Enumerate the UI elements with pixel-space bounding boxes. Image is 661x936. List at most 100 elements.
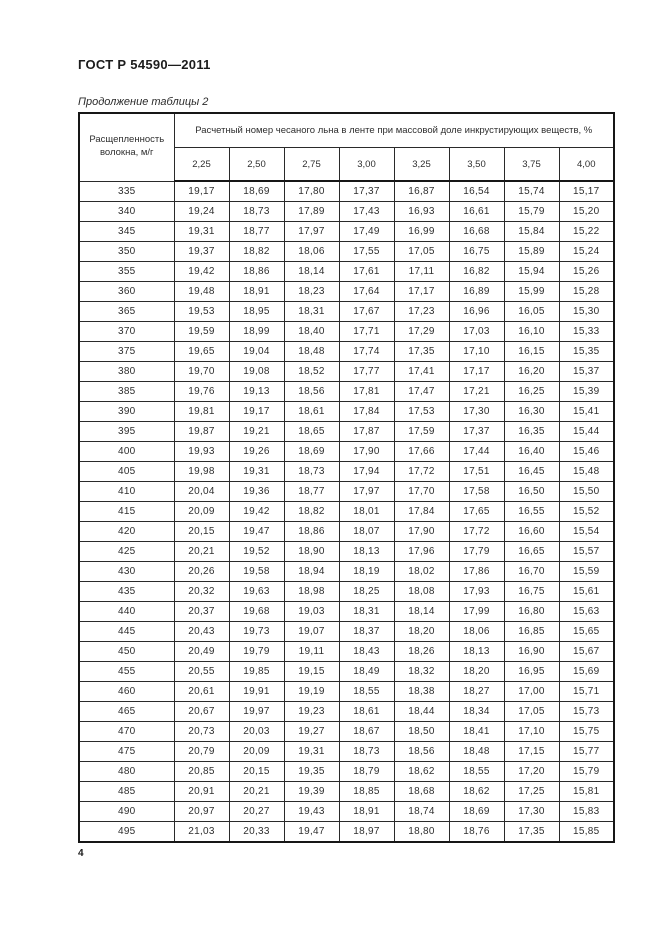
value-cell: 16,80 — [503, 601, 560, 622]
col-header: 4,00 — [558, 147, 615, 182]
value-cell: 17,37 — [448, 421, 505, 442]
value-cell: 18,73 — [283, 461, 340, 482]
value-cell: 15,89 — [503, 241, 560, 262]
value-cell: 20,73 — [173, 721, 230, 742]
value-cell: 19,31 — [283, 741, 340, 762]
row-label: 415 — [78, 501, 175, 522]
value-cell: 18,07 — [338, 521, 395, 542]
value-cell: 19,73 — [228, 621, 285, 642]
value-cell: 17,77 — [338, 361, 395, 382]
value-cell: 19,79 — [228, 641, 285, 662]
value-cell: 17,47 — [393, 381, 450, 402]
value-cell: 15,59 — [558, 561, 615, 582]
value-cell: 18,77 — [283, 481, 340, 502]
value-cell: 16,93 — [393, 201, 450, 222]
table-row: 450 20,49 19,79 19,11 18,43 18,26 18,13 16,90 15… — [78, 641, 615, 662]
value-cell: 15,63 — [558, 601, 615, 622]
value-cell: 20,32 — [173, 581, 230, 602]
value-cell: 18,99 — [228, 321, 285, 342]
table-row: 340 19,24 18,73 17,89 17,43 16,93 16,61 15,79 15… — [78, 201, 615, 222]
row-label: 480 — [78, 761, 175, 782]
value-cell: 18,08 — [393, 581, 450, 602]
value-cell: 17,21 — [448, 381, 505, 402]
value-cell: 20,09 — [228, 741, 285, 762]
value-cell: 17,03 — [448, 321, 505, 342]
value-cell: 19,53 — [173, 301, 230, 322]
value-cell: 18,44 — [393, 701, 450, 722]
row-label: 465 — [78, 701, 175, 722]
value-cell: 17,25 — [503, 781, 560, 802]
value-cell: 17,53 — [393, 401, 450, 422]
value-cell: 17,71 — [338, 321, 395, 342]
value-cell: 19,52 — [228, 541, 285, 562]
value-cell: 15,99 — [503, 281, 560, 302]
col-header: 3,50 — [448, 147, 505, 182]
value-cell: 19,04 — [228, 341, 285, 362]
value-cell: 17,05 — [503, 701, 560, 722]
value-cell: 18,23 — [283, 281, 340, 302]
table-row: 495 21,03 20,33 19,47 18,97 18,80 18,76 17,35 15… — [78, 821, 615, 843]
table-row: 460 20,61 19,91 19,19 18,55 18,38 18,27 17,00 15… — [78, 681, 615, 702]
value-cell: 16,30 — [503, 401, 560, 422]
value-cell: 15,61 — [558, 581, 615, 602]
doc-number: ГОСТ Р 54590—2011 — [78, 57, 211, 72]
value-cell: 17,72 — [393, 461, 450, 482]
row-label: 345 — [78, 221, 175, 242]
value-cell: 17,90 — [393, 521, 450, 542]
table-row: 385 19,76 19,13 18,56 17,81 17,47 17,21 16,25 15… — [78, 381, 615, 402]
value-cell: 17,84 — [393, 501, 450, 522]
value-cell: 19,42 — [228, 501, 285, 522]
table-row: 410 20,04 19,36 18,77 17,97 17,70 17,58 16,50 15… — [78, 481, 615, 502]
value-cell: 18,68 — [393, 781, 450, 802]
value-cell: 16,75 — [448, 241, 505, 262]
value-cell: 19,47 — [228, 521, 285, 542]
value-cell: 18,62 — [393, 761, 450, 782]
value-cell: 19,91 — [228, 681, 285, 702]
value-cell: 17,65 — [448, 501, 505, 522]
value-cell: 19,58 — [228, 561, 285, 582]
value-cell: 20,79 — [173, 741, 230, 762]
table-caption: Продолжение таблицы 2 — [78, 96, 209, 108]
value-cell: 16,90 — [503, 641, 560, 662]
value-cell: 15,28 — [558, 281, 615, 302]
value-cell: 17,74 — [338, 341, 395, 362]
value-cell: 18,14 — [283, 261, 340, 282]
value-cell: 16,25 — [503, 381, 560, 402]
row-label: 475 — [78, 741, 175, 762]
value-cell: 19,43 — [283, 801, 340, 822]
value-cell: 17,96 — [393, 541, 450, 562]
value-cell: 16,99 — [393, 221, 450, 242]
value-cell: 19,39 — [283, 781, 340, 802]
value-cell: 17,17 — [393, 281, 450, 302]
table-row: 350 19,37 18,82 18,06 17,55 17,05 16,75 15,89 15… — [78, 241, 615, 262]
value-cell: 17,93 — [448, 581, 505, 602]
value-cell: 18,13 — [448, 641, 505, 662]
value-cell: 15,57 — [558, 541, 615, 562]
value-cell: 18,26 — [393, 641, 450, 662]
value-cell: 19,70 — [173, 361, 230, 382]
row-label: 335 — [78, 180, 175, 202]
value-cell: 16,70 — [503, 561, 560, 582]
value-cell: 16,87 — [393, 180, 450, 202]
value-cell: 15,83 — [558, 801, 615, 822]
value-cell: 18,41 — [448, 721, 505, 742]
value-cell: 17,30 — [503, 801, 560, 822]
value-cell: 18,48 — [283, 341, 340, 362]
value-cell: 19,47 — [283, 821, 340, 843]
table-row: 365 19,53 18,95 18,31 17,67 17,23 16,96 16,05 15… — [78, 301, 615, 322]
value-cell: 18,40 — [283, 321, 340, 342]
value-cell: 17,10 — [448, 341, 505, 362]
value-cell: 16,55 — [503, 501, 560, 522]
value-cell: 19,31 — [228, 461, 285, 482]
value-cell: 17,89 — [283, 201, 340, 222]
row-label: 350 — [78, 241, 175, 262]
value-cell: 17,94 — [338, 461, 395, 482]
value-cell: 18,02 — [393, 561, 450, 582]
value-cell: 17,35 — [503, 821, 560, 843]
value-cell: 18,49 — [338, 661, 395, 682]
value-cell: 16,96 — [448, 301, 505, 322]
col-header: 2,75 — [283, 147, 340, 182]
value-cell: 16,60 — [503, 521, 560, 542]
value-cell: 17,00 — [503, 681, 560, 702]
value-cell: 15,41 — [558, 401, 615, 422]
